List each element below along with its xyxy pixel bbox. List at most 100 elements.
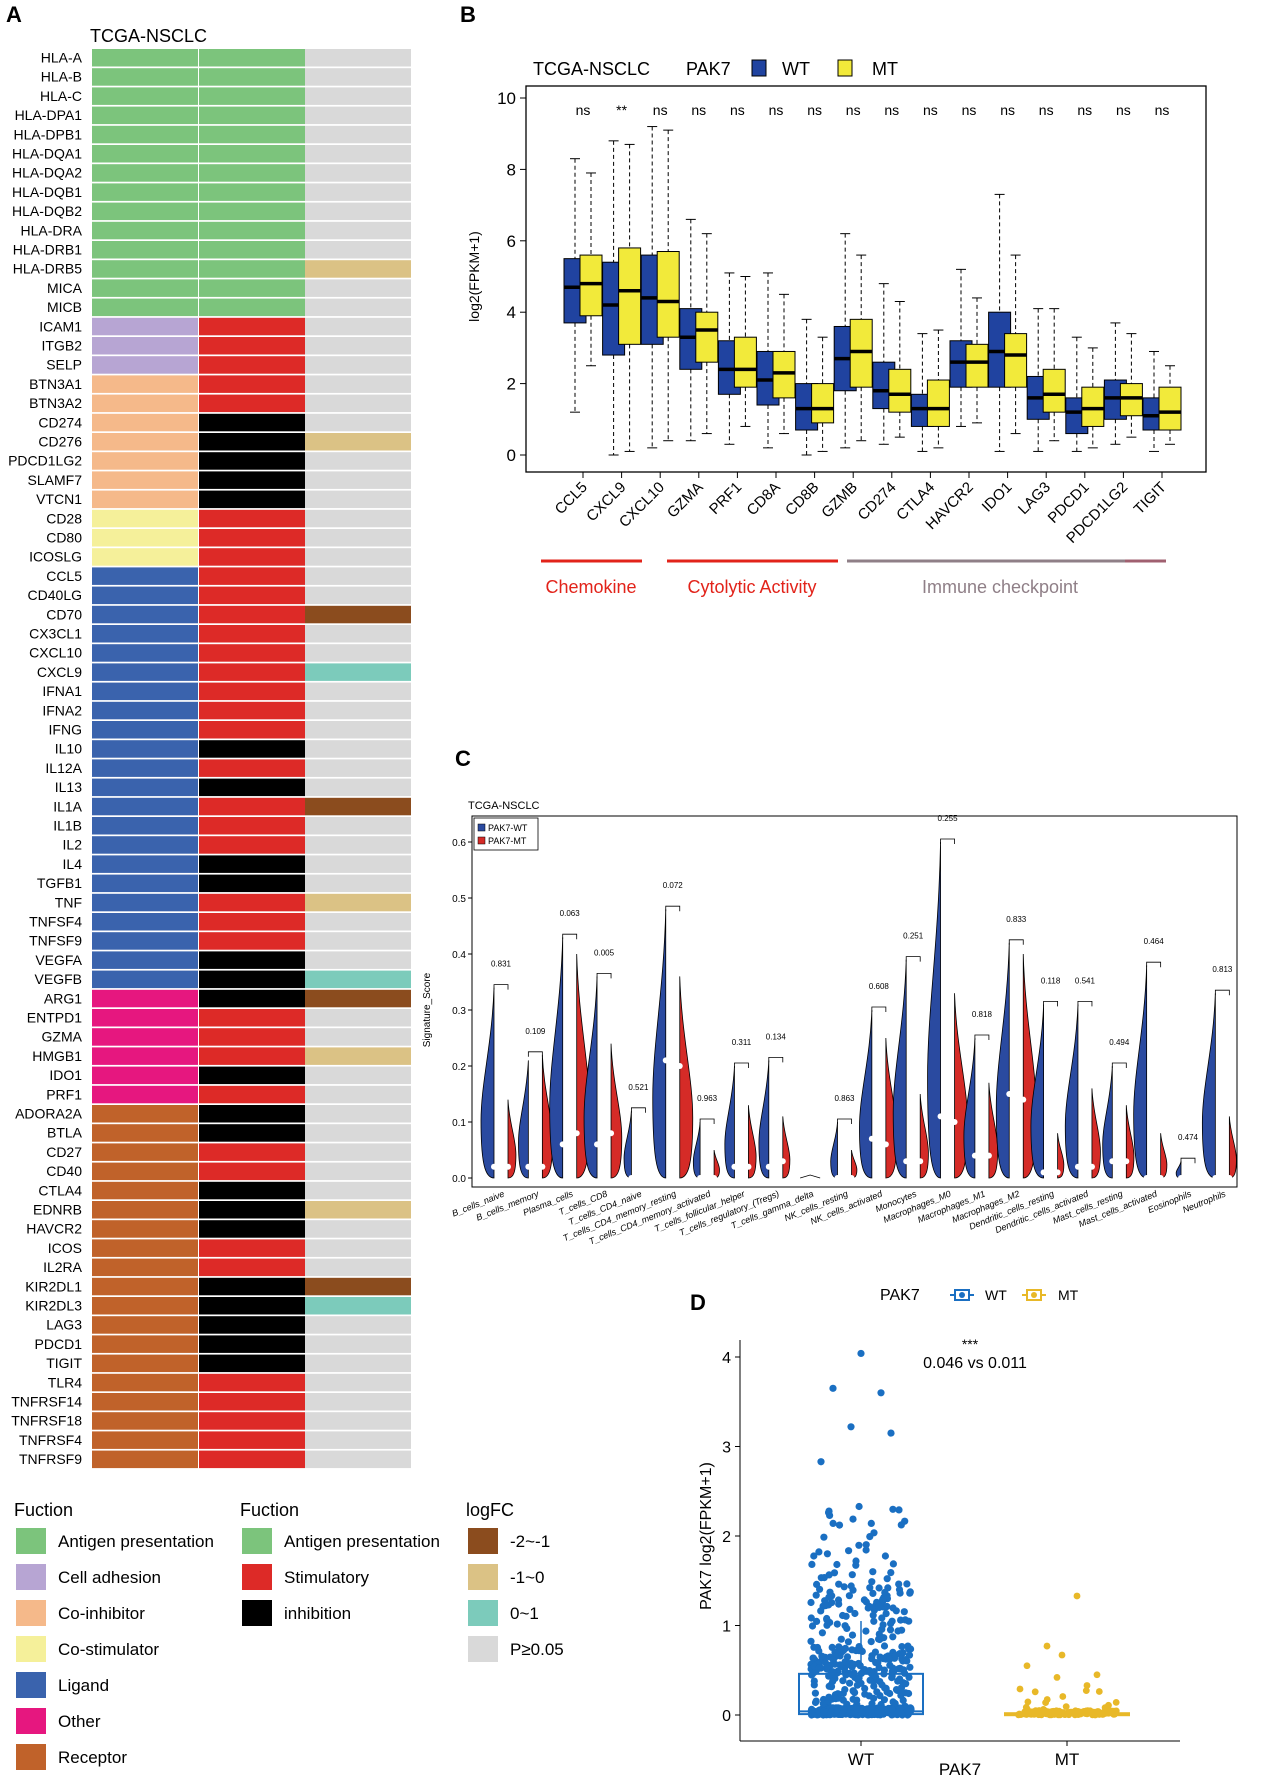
- gene-label: CD70: [46, 606, 82, 622]
- gene-label: HLA-DQA2: [12, 165, 82, 181]
- heat-cell-logfc: [305, 509, 411, 528]
- significance-label: ns: [769, 102, 784, 118]
- heat-cell-function: [199, 471, 305, 489]
- heat-cell-logfc: [305, 855, 411, 873]
- wt-point: [845, 1547, 853, 1555]
- heat-cell-category: [92, 989, 198, 1008]
- heat-cell-logfc: [305, 1028, 411, 1046]
- heat-cell-function: [199, 375, 305, 393]
- gene-label: CD27: [46, 1144, 82, 1160]
- heat-cell-category: [92, 1162, 198, 1181]
- heat-cell-function: [199, 1181, 305, 1200]
- gene-label: CTLA4: [38, 1182, 82, 1198]
- gene-label: LAG3: [46, 1317, 82, 1333]
- legend-label: P≥0.05: [510, 1640, 564, 1659]
- box: [1042, 368, 1066, 413]
- heat-cell-category: [92, 356, 198, 374]
- wt-point: [845, 1592, 854, 1600]
- box: [733, 336, 757, 388]
- gene-label: SELP: [46, 357, 82, 373]
- heat-cell-function: [199, 1028, 305, 1046]
- legend-label: Ligand: [58, 1676, 109, 1695]
- violin-median: [731, 1163, 738, 1170]
- gene-label: ITGB2: [42, 338, 83, 354]
- wt-point: [837, 1635, 845, 1643]
- heat-cell-category: [92, 721, 198, 739]
- heat-cell-function: [199, 1393, 305, 1411]
- significance-label: ns: [730, 102, 745, 118]
- wt-point: [889, 1560, 898, 1568]
- y-tick-label: 0.4: [452, 950, 466, 961]
- gene-label: ICOS: [48, 1240, 82, 1256]
- mt-point: [1059, 1693, 1067, 1700]
- wt-point: [862, 1627, 870, 1635]
- significance-label: ns: [1039, 102, 1054, 118]
- violin-half: [518, 1060, 529, 1179]
- wt-point: [905, 1651, 914, 1659]
- wt-point: [807, 1637, 815, 1645]
- heat-cell-logfc: [305, 375, 411, 393]
- heat-cell-logfc: [305, 1009, 411, 1027]
- wt-point: [849, 1515, 857, 1523]
- heat-cell-category: [92, 145, 198, 163]
- heat-cell-function: [199, 1009, 305, 1027]
- gene-label: CCL5: [46, 568, 82, 584]
- panel-label-b: B: [460, 2, 476, 27]
- wt-point: [835, 1600, 843, 1608]
- gene-label: VEGFA: [35, 952, 82, 968]
- heat-cell-function: [199, 241, 305, 259]
- wt-point: [887, 1569, 895, 1577]
- mt-point: [1040, 1706, 1047, 1713]
- heat-cell-category: [92, 1066, 198, 1085]
- heat-cell-function: [199, 106, 305, 125]
- mt-point: [1073, 1592, 1081, 1600]
- wt-point: [809, 1654, 818, 1662]
- wt-point: [841, 1686, 849, 1694]
- heat-cell-function: [199, 1047, 305, 1065]
- violin-median: [985, 1152, 992, 1159]
- heatmap-rows: HLA-A HLA-B HLA-C HLA-DPA1 HLA-DPB1 HLA-DQA1 H…: [8, 49, 411, 1469]
- violin-median: [1054, 1169, 1061, 1176]
- heat-cell-logfc: [305, 87, 411, 105]
- gene-label: BTLA: [47, 1125, 83, 1141]
- gene-label: CD40LG: [28, 587, 82, 603]
- heat-cell-function: [199, 1277, 305, 1296]
- heat-cell-logfc: [305, 260, 411, 278]
- p-bracket: [1146, 961, 1162, 968]
- heat-cell-logfc: [305, 1373, 411, 1392]
- jitter-plot: PAK7 WT MT 0 1 2 3 4 PAK7 log2(FPKM+1) WT MT PAK7 **…: [698, 1287, 1180, 1779]
- violin-median: [1178, 1175, 1184, 1181]
- significance-label: ns: [691, 102, 706, 118]
- wt-point: [907, 1645, 915, 1653]
- violin-median: [573, 1130, 580, 1137]
- x-tick-label: PRF1: [706, 479, 745, 518]
- heat-cell-category: [92, 605, 198, 624]
- wt-point: [889, 1604, 897, 1612]
- violin-median: [594, 1141, 601, 1148]
- heat-cell-category: [92, 797, 198, 816]
- wt-point: [808, 1622, 817, 1630]
- violin-median: [1143, 1175, 1150, 1181]
- heat-cell-function: [199, 951, 305, 969]
- heat-cell-category: [92, 279, 198, 297]
- violin-half: [507, 1099, 517, 1179]
- heat-cell-logfc: [305, 317, 411, 336]
- wt-point: [871, 1648, 880, 1656]
- heat-cell-logfc: [305, 644, 411, 662]
- heat-cell-category: [92, 932, 198, 950]
- wt-point: [813, 1617, 821, 1625]
- wt-point: [896, 1650, 904, 1658]
- wt-point: [825, 1509, 833, 1517]
- violin-half: [1091, 1088, 1101, 1179]
- legend-label: MT: [1058, 1287, 1079, 1303]
- wt-box: [798, 1672, 924, 1716]
- heat-cell-logfc: [305, 241, 411, 259]
- p-bracket: [699, 1118, 715, 1124]
- gene-label: IL10: [55, 741, 82, 757]
- heat-cell-logfc: [305, 1181, 411, 1200]
- heat-cell-logfc: [305, 183, 411, 201]
- gene-label: IFNA1: [42, 683, 82, 699]
- wt-point: [847, 1582, 855, 1590]
- legend-title: Fuction: [240, 1500, 299, 1520]
- heat-cell-category: [92, 836, 198, 854]
